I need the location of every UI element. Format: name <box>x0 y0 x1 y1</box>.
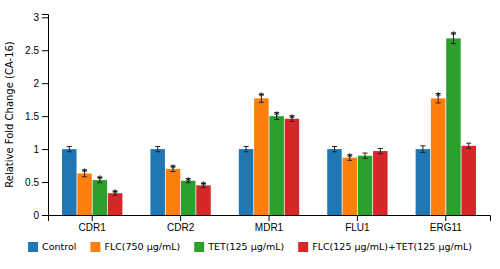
error-bar <box>155 146 160 151</box>
plot: 0 0.5 1 1.5 2 2.5 3 CDR1 CDR2 MDR1 FLU1 ERG11 <box>25 12 490 233</box>
x-tick-label: ERG11 <box>430 222 462 233</box>
legend-label: TET(125 μg/mL) <box>207 241 284 252</box>
error-bar <box>420 146 425 153</box>
legend: Control FLC(750 μg/mL) TET(125 μg/mL) FLC(1… <box>28 241 472 252</box>
bar <box>461 146 476 215</box>
y-tick: 0.5 <box>25 177 48 188</box>
annotation: * <box>201 179 207 192</box>
y-tick: 0 <box>33 210 48 221</box>
y-tick-label: 0.5 <box>25 177 39 188</box>
x-tick: ERG11 <box>430 215 462 233</box>
error-bar <box>67 146 72 151</box>
y-tick-mark <box>42 182 48 183</box>
y-tick: 1.5 <box>25 111 48 122</box>
bar <box>269 116 284 215</box>
legend-label: Control <box>42 241 76 252</box>
x-axis: CDR1 CDR2 MDR1 FLU1 ERG11 <box>49 215 491 233</box>
y-tick-mark <box>42 50 48 51</box>
y-axis-line <box>42 15 49 216</box>
y-tick-label: 2 <box>33 78 39 89</box>
bar <box>327 149 342 215</box>
annotation: * <box>451 29 457 42</box>
x-tick-label: CDR1 <box>79 222 107 233</box>
error-bar <box>244 146 249 151</box>
bar <box>254 98 269 215</box>
legend-swatch <box>28 242 38 252</box>
y-tick-mark <box>42 17 48 18</box>
x-tick: MDR1 <box>255 215 284 233</box>
x-tick-label: FLU1 <box>345 222 370 233</box>
series <box>93 33 461 215</box>
bar <box>373 151 388 215</box>
annotation: * <box>112 187 118 200</box>
bar <box>62 149 77 215</box>
bar <box>239 149 254 215</box>
bar <box>358 156 373 215</box>
y-tick-mark <box>42 116 48 117</box>
annotations: * * * * * * * * * * * * <box>82 29 457 200</box>
annotation: * <box>259 90 265 103</box>
marks <box>62 33 476 215</box>
x-axis-line <box>49 216 491 222</box>
bar <box>416 149 431 215</box>
legend-item: TET(125 μg/mL) <box>194 241 284 252</box>
bar <box>166 169 181 215</box>
y-tick-label: 1 <box>33 144 39 155</box>
y-tick-label: 3 <box>33 12 39 23</box>
annotation: * <box>97 173 103 186</box>
legend-item: FLC(750 μg/mL) <box>90 241 180 252</box>
y-tick-mark <box>42 215 48 216</box>
y-tick-mark <box>42 149 48 150</box>
legend-item: FLC(125 μg/mL)+TET(125 μg/mL) <box>298 241 472 252</box>
x-tick-mark <box>357 215 358 221</box>
x-tick: CDR2 <box>167 215 195 233</box>
bar <box>77 173 92 215</box>
x-tick-mark <box>445 215 446 221</box>
error-bar <box>466 143 471 148</box>
error-bar <box>378 148 383 153</box>
error-bar <box>363 153 368 158</box>
series <box>62 146 430 215</box>
annotation: * <box>289 112 295 125</box>
y-tick-label: 0 <box>33 210 39 221</box>
x-tick-mark <box>92 215 93 221</box>
y-tick: 3 <box>33 12 48 23</box>
annotation: * <box>274 109 280 122</box>
bar <box>446 38 461 215</box>
legend-swatch <box>298 242 308 252</box>
x-tick: CDR1 <box>79 215 107 233</box>
annotation: * <box>170 162 176 175</box>
error-bar <box>332 146 337 151</box>
legend-item: Control <box>28 241 76 252</box>
legend-swatch <box>194 242 204 252</box>
y-axis-title: Relative Fold Change (CA-16) <box>4 41 15 188</box>
annotation: * <box>82 166 88 179</box>
x-tick-label: CDR2 <box>167 222 195 233</box>
y-tick-label: 2.5 <box>25 45 39 56</box>
y-tick-label: 1.5 <box>25 111 39 122</box>
bar <box>285 119 300 215</box>
series <box>77 94 445 215</box>
y-axis: 0 0.5 1 1.5 2 2.5 3 <box>25 12 48 221</box>
x-tick-mark <box>180 215 181 221</box>
x-tick-mark <box>269 215 270 221</box>
y-tick: 2 <box>33 78 48 89</box>
y-tick: 1 <box>33 144 48 155</box>
series <box>108 116 476 215</box>
legend-label: FLC(125 μg/mL)+TET(125 μg/mL) <box>312 241 472 252</box>
y-tick: 2.5 <box>25 45 48 56</box>
legend-label: FLC(750 μg/mL) <box>104 241 180 252</box>
legend-swatch <box>90 242 100 252</box>
x-tick: FLU1 <box>345 215 370 233</box>
annotation: * <box>185 175 191 188</box>
bar <box>431 98 446 215</box>
bar <box>343 158 358 215</box>
annotation: * <box>347 151 353 164</box>
chart: 0 0.5 1 1.5 2 2.5 3 CDR1 CDR2 MDR1 FLU1 ERG11 Relati… <box>0 0 500 269</box>
bar <box>150 149 165 215</box>
x-tick-label: MDR1 <box>255 222 284 233</box>
annotation: * <box>435 90 441 103</box>
y-tick-mark <box>42 83 48 84</box>
